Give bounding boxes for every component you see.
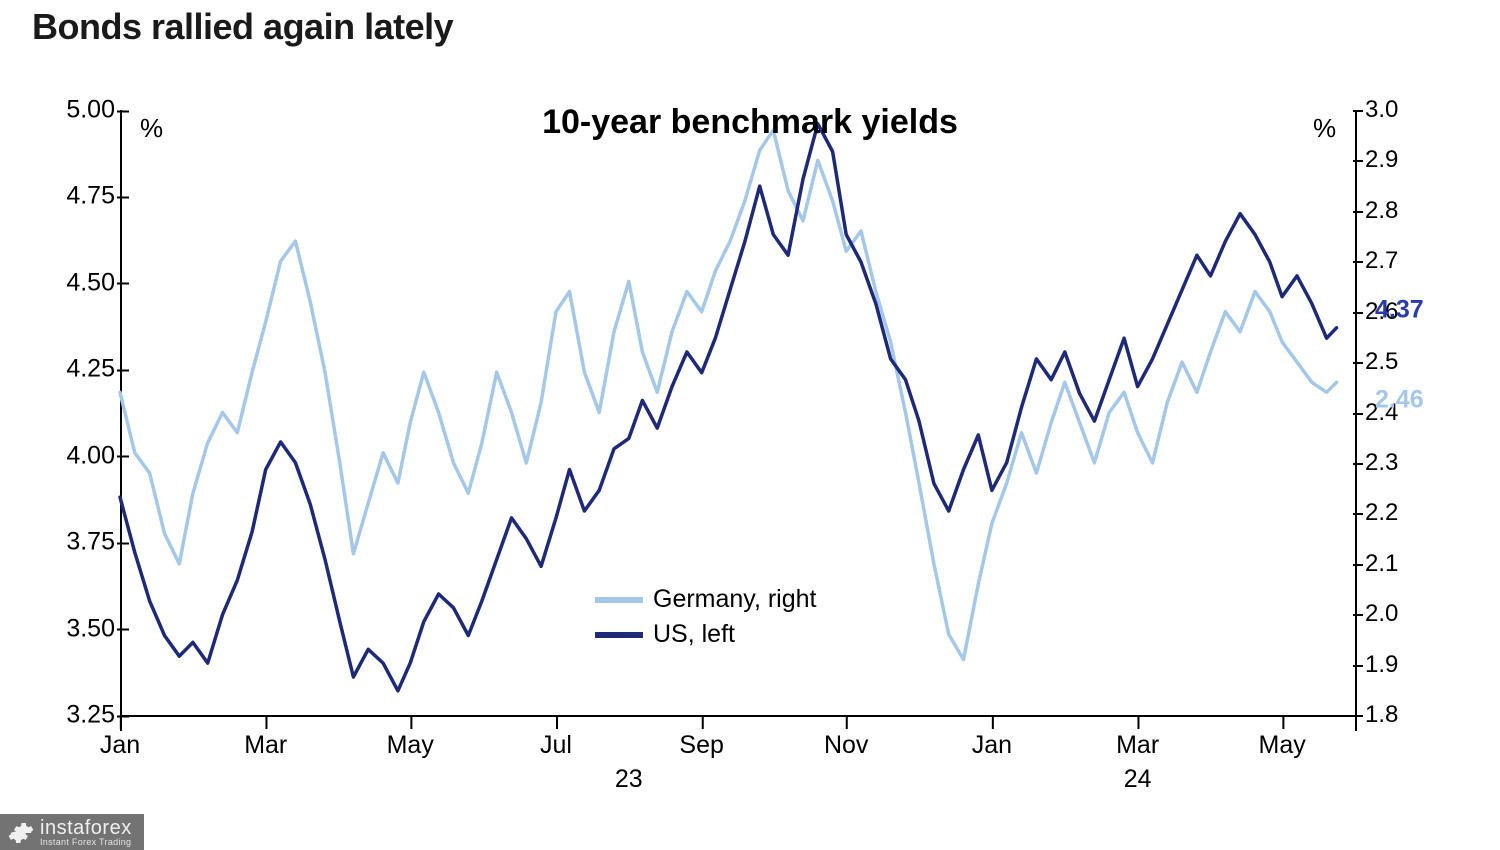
xtick: Jan [972,731,1012,760]
ytick-left: 4.50 [45,268,115,297]
watermark-brand: instaforex [40,818,132,838]
ytick-left: 4.00 [45,441,115,470]
end-value-us: 4.37 [1375,295,1424,324]
ytick-right: 2.1 [1365,550,1445,578]
legend-label-us: US, left [653,620,735,649]
ytick-right: 2.2 [1365,499,1445,527]
ytick-right: 1.9 [1365,651,1445,679]
xtick: Mar [1116,731,1159,760]
xtick: May [387,731,434,760]
legend-item-us: US, left [595,620,816,649]
ytick-left: 4.75 [45,182,115,211]
ytick-left: 3.25 [45,701,115,730]
ytick-right: 1.8 [1365,701,1445,729]
ytick-right: 2.5 [1365,348,1445,376]
ytick-right: 2.7 [1365,247,1445,275]
watermark-tagline: Instant Forex Trading [40,838,132,847]
ytick-right: 2.9 [1365,146,1445,174]
ytick-right: 2.3 [1365,449,1445,477]
end-value-germany: 2.46 [1375,386,1424,415]
legend-label-germany: Germany, right [653,585,816,614]
ytick-right: 3.0 [1365,96,1445,124]
legend-item-germany: Germany, right [595,585,816,614]
xtick: Sep [679,731,723,760]
ytick-right: 2.8 [1365,197,1445,225]
page-title: Bonds rallied again lately [32,6,453,48]
xtick: Mar [244,731,287,760]
gear-icon [8,820,34,846]
ytick-right: 2.0 [1365,600,1445,628]
chart-container: 10-year benchmark yields % % 3.253.503.7… [45,95,1455,815]
y-axis-right [1355,110,1357,731]
legend-swatch-us [595,632,643,638]
xtick: Jul [540,731,572,760]
legend-swatch-germany [595,597,643,603]
xtick: Jan [100,731,140,760]
series-right [120,130,1337,659]
xtick: Nov [824,731,868,760]
ytick-left: 5.00 [45,96,115,125]
year-label: 24 [1124,765,1152,794]
ytick-left: 3.75 [45,528,115,557]
ytick-left: 3.50 [45,614,115,643]
xtick: May [1259,731,1306,760]
chart-title: 10-year benchmark yields [542,103,958,142]
x-axis [120,715,1355,717]
watermark: instaforex Instant Forex Trading [0,814,144,850]
legend: Germany, right US, left [595,585,816,655]
year-label: 23 [615,765,643,794]
ytick-left: 4.25 [45,355,115,384]
